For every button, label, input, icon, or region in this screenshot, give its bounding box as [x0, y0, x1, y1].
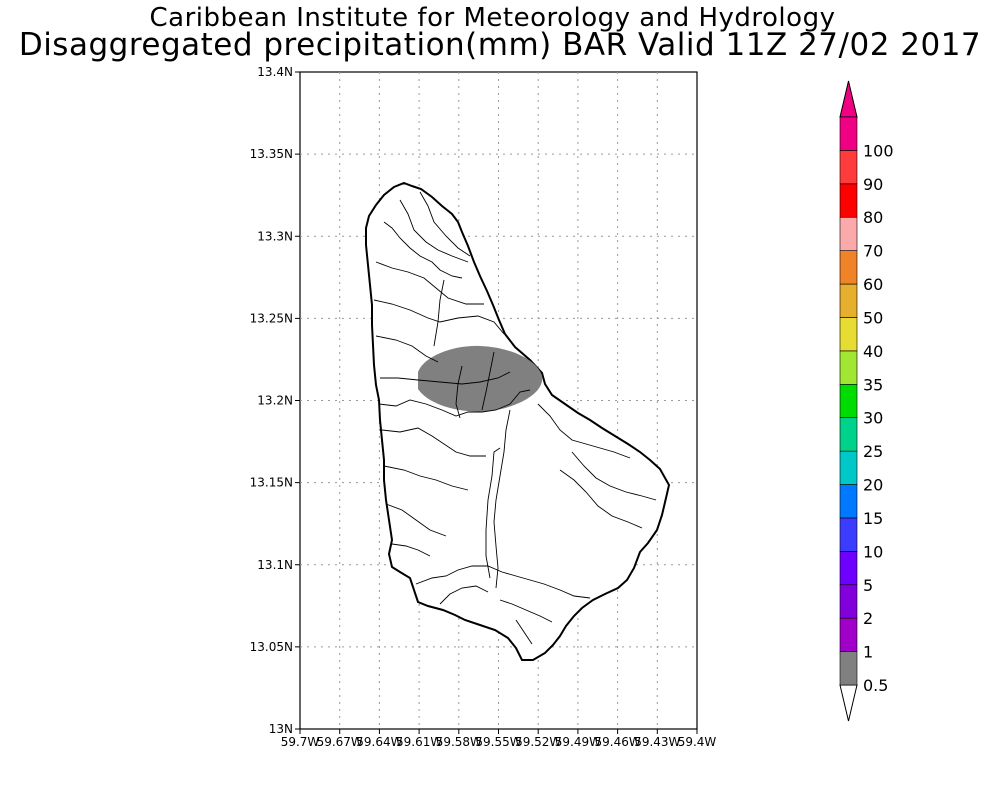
lat-tick-label: 13.15N	[250, 476, 293, 490]
colorbar-label: 5	[863, 576, 873, 595]
colorbar-label: 2	[863, 609, 873, 628]
lat-tick-label: 13.3N	[257, 229, 293, 243]
colorbar-swatch	[839, 350, 858, 385]
lon-tick-label: 59.58W	[436, 735, 482, 749]
precipitation-area	[418, 345, 543, 412]
lon-tick-label: 59.46W	[594, 735, 640, 749]
colorbar-label: 35	[863, 375, 883, 394]
colorbar-swatch	[839, 216, 858, 251]
colorbar-label: 70	[863, 242, 883, 261]
colorbar-swatch	[839, 584, 858, 619]
lat-tick-label: 13.25N	[250, 311, 293, 325]
lon-tick-label: 59.61W	[396, 735, 442, 749]
lon-tick-label: 59.49W	[555, 735, 601, 749]
colorbar-swatch	[839, 517, 858, 552]
colorbar-swatch	[839, 383, 858, 419]
lat-tick-label: 13.05N	[250, 640, 293, 654]
lat-tick-label: 13.35N	[250, 147, 293, 161]
lon-tick-label: 59.55W	[475, 735, 521, 749]
colorbar-label: 0.5	[863, 676, 888, 695]
colorbar-swatch	[839, 317, 858, 352]
colorbar-label: 10	[863, 542, 883, 561]
colorbar-swatch	[839, 183, 858, 218]
lon-tick-label: 59.52W	[515, 735, 561, 749]
latitude-axis: 13N 13.05N 13.1N 13.15N 13.2N 13.25N 13.3N 13.3…	[250, 65, 300, 736]
island-outline	[365, 181, 671, 661]
colorbar-swatch	[839, 551, 858, 586]
colorbar-label: 15	[863, 509, 883, 528]
lon-tick-label: 59.64W	[356, 735, 402, 749]
colorbar-swatch	[839, 617, 858, 652]
colorbar-label: 25	[863, 442, 883, 461]
longitude-axis: 59.7W59.67W59.64W59.61W59.58W59.55W59.52…	[281, 729, 717, 749]
colorbar-label: 60	[863, 275, 883, 294]
colorbar-swatch	[839, 450, 858, 485]
colorbar-label: 40	[863, 342, 883, 361]
lat-tick-label: 13.2N	[257, 394, 293, 408]
colorbar-high-arrow	[839, 80, 858, 118]
colorbar-low-arrow	[839, 684, 858, 722]
colorbar-label: 30	[863, 409, 883, 428]
colorbar-label: 100	[863, 141, 894, 160]
colorbar-swatch	[839, 150, 858, 185]
colorbar-swatch	[839, 283, 858, 318]
colorbar-label: 50	[863, 308, 883, 327]
lat-tick-label: 13.4N	[257, 65, 293, 79]
lat-tick-label: 13.1N	[257, 558, 293, 572]
colorbar-swatch	[839, 116, 858, 151]
colorbar-swatch	[839, 484, 858, 519]
colorbar-label: 80	[863, 208, 883, 227]
product-title: Disaggregated precipitation(mm) BAR Vali…	[18, 27, 982, 63]
colorbar-label: 1	[863, 643, 873, 662]
colorbar-label: 90	[863, 175, 883, 194]
lon-tick-label: 59.4W	[678, 735, 717, 749]
institute-title: Caribbean Institute for Meteorology and …	[149, 3, 836, 33]
colorbar-label: 20	[863, 476, 883, 495]
watershed-boundaries	[373, 191, 657, 645]
colorbar-swatch	[839, 417, 858, 452]
lon-tick-label: 59.67W	[317, 735, 363, 749]
colorbar-swatch	[839, 250, 858, 285]
lon-tick-label: 59.7W	[281, 735, 320, 749]
lat-tick-label: 13N	[269, 722, 293, 736]
colorbar-swatch	[839, 651, 858, 686]
lon-tick-label: 59.43W	[634, 735, 680, 749]
